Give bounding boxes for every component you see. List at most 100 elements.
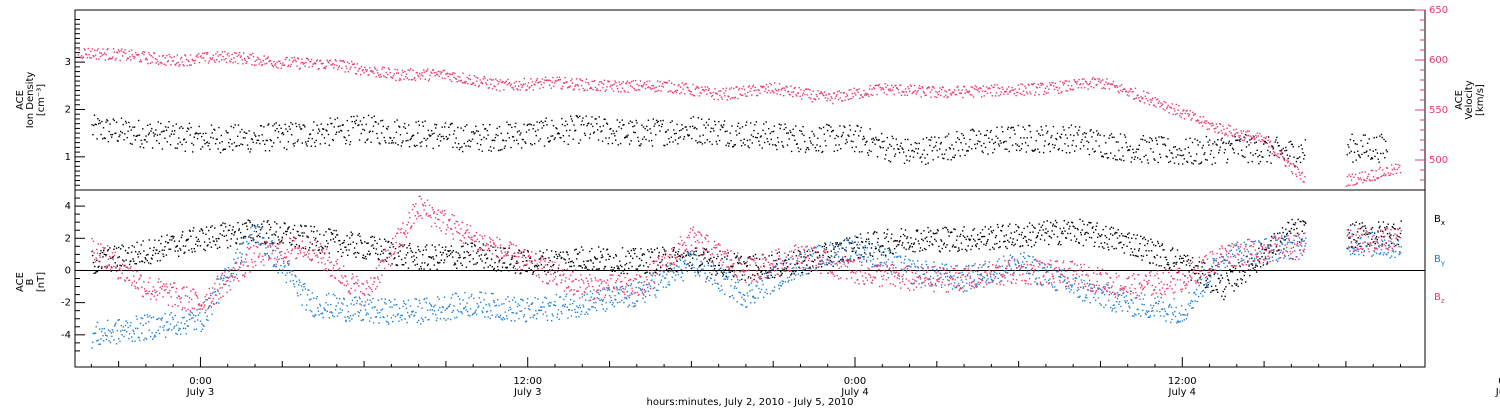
velocity-series-point	[676, 89, 678, 92]
ion-density-series-point	[628, 122, 630, 125]
bx-series-point	[869, 252, 871, 254]
velocity-series-point	[915, 93, 917, 95]
bx-series-point	[135, 251, 137, 253]
bx-series-point	[1009, 237, 1012, 239]
bx-series-point	[314, 239, 316, 241]
velocity-series-point	[1167, 104, 1169, 107]
velocity-series-point	[190, 64, 192, 66]
ion-density-series-point	[632, 125, 634, 128]
ion-density-series-point	[454, 142, 456, 144]
bx-series-point	[936, 232, 938, 234]
velocity-series-point	[685, 83, 687, 85]
bx-series-point	[601, 254, 603, 256]
bx-series-point	[172, 237, 174, 239]
bx-series-point	[709, 259, 711, 261]
ion-density-series-point	[133, 134, 135, 137]
ion-density-series-point	[1195, 153, 1198, 155]
velocity-series-point	[740, 94, 742, 96]
bx-series-point	[1298, 241, 1301, 243]
bx-series-point	[1268, 247, 1270, 249]
bx-series-point	[228, 229, 230, 231]
bx-series-point	[538, 264, 540, 267]
velocity-series-point	[1136, 95, 1138, 97]
bx-series-point	[106, 266, 108, 268]
velocity-series-point	[837, 91, 839, 93]
ion-density-series-point	[241, 143, 244, 146]
ion-density-series-point	[657, 120, 659, 123]
bx-series-point	[419, 250, 421, 253]
bx-series-point	[452, 250, 455, 252]
ion-density-series-point	[1122, 155, 1124, 157]
bx-series-point	[1149, 262, 1151, 265]
bx-series-point	[1037, 232, 1040, 234]
velocity-series-point	[795, 94, 797, 96]
bx-series-point	[101, 251, 103, 254]
bx-series-point	[1081, 229, 1083, 231]
ion-density-series-point	[142, 147, 145, 149]
velocity-series-point	[196, 54, 198, 56]
velocity-series-point	[958, 89, 960, 91]
velocity-series-point	[95, 58, 98, 60]
velocity-series-point	[1373, 179, 1376, 181]
velocity-series-point	[549, 84, 551, 86]
bx-series-point	[1170, 249, 1172, 252]
velocity-series-point	[486, 79, 489, 81]
velocity-series-point	[567, 86, 570, 88]
velocity-series-point	[759, 92, 761, 94]
velocity-series-point	[224, 50, 226, 53]
ion-density-series-point	[280, 127, 282, 129]
bx-series-point	[316, 230, 318, 232]
ion-density-series-point	[1087, 148, 1089, 150]
velocity-series-point	[434, 75, 436, 77]
ion-density-series-point	[1066, 137, 1068, 139]
bx-series-point	[457, 252, 459, 254]
velocity-series-point	[553, 82, 556, 84]
bx-series-point	[719, 250, 721, 252]
bx-series-point	[553, 256, 555, 258]
ion-density-series-point	[1042, 151, 1045, 154]
ion-density-series-point	[208, 142, 210, 145]
bx-series-point	[1037, 235, 1039, 237]
bx-series-point	[510, 258, 513, 260]
ion-density-series-point	[203, 139, 205, 141]
bx-series-point	[186, 239, 189, 241]
ion-density-series-point	[1206, 159, 1208, 161]
bx-series-point	[426, 264, 429, 267]
velocity-series-point	[1098, 80, 1100, 82]
bx-series-point	[1215, 289, 1218, 291]
ion-density-series-point	[352, 127, 354, 129]
ion-density-series-point	[126, 136, 128, 139]
bx-series-point	[1236, 283, 1238, 285]
ion-density-series-point	[1144, 139, 1146, 141]
velocity-series-point	[998, 95, 1000, 97]
ion-density-series-point	[1253, 136, 1255, 138]
bx-series-point	[213, 240, 215, 242]
ion-density-series-point	[500, 132, 502, 135]
velocity-series-point	[472, 82, 474, 84]
velocity-series-point	[661, 83, 664, 85]
velocity-series-point	[171, 60, 174, 62]
ion-density-series-point	[882, 146, 884, 149]
ion-density-series-point	[165, 129, 168, 131]
velocity-series-point	[883, 92, 885, 94]
bx-series-point	[534, 264, 536, 267]
velocity-series-point	[1002, 88, 1004, 91]
bx-series-point	[803, 260, 806, 262]
velocity-series-point	[820, 91, 822, 93]
bx-series-point	[979, 238, 981, 240]
bx-series-point	[96, 259, 98, 261]
bx-series-point	[797, 249, 800, 252]
velocity-series-point	[1097, 78, 1099, 80]
bx-series-point	[1128, 232, 1130, 234]
ion-density-series-point	[121, 132, 123, 134]
bx-series-point	[1043, 239, 1046, 241]
bx-series-point	[724, 269, 727, 271]
bx-series-point	[615, 254, 617, 256]
bx-series-point	[775, 263, 778, 265]
ion-density-series-point	[745, 121, 748, 123]
ion-density-series-point	[743, 138, 745, 140]
bx-series-point	[838, 244, 840, 246]
bx-series-point	[1173, 265, 1175, 267]
bx-series-point	[606, 248, 609, 250]
ion-density-series-point	[901, 147, 903, 149]
